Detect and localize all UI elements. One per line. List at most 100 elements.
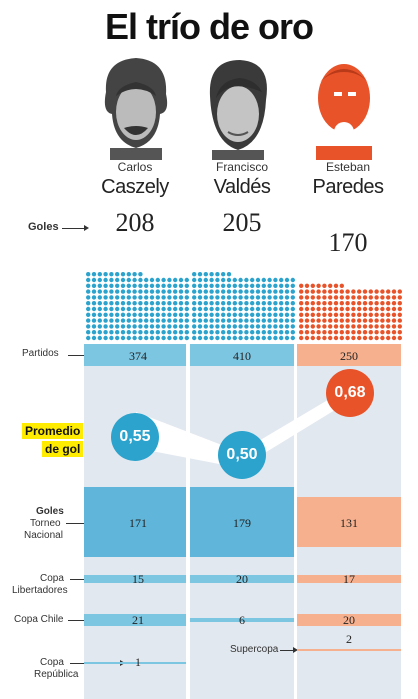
goal-dot [221,306,226,312]
player-last-name: Paredes [312,176,385,198]
goal-dot [250,318,255,323]
goal-dot [203,283,208,288]
goal-dot [132,301,137,306]
goal-dot [209,295,214,300]
goal-dot [115,318,120,323]
goal-dot [299,330,304,335]
goal-dot [386,330,391,335]
goal-dot [339,301,344,306]
goal-dot [209,277,214,283]
goal-dot [299,335,304,341]
goal-dot [279,283,284,288]
goal-dot [149,277,155,283]
goal-dot [391,335,397,341]
goal-dot [368,306,373,312]
goal-dot [178,330,184,335]
goal-dot [109,312,114,317]
goal-dot [250,283,255,288]
goal-dot [299,318,304,323]
goal-dot [155,312,160,317]
libertadores-bar-caszely [84,575,186,583]
goal-dot [161,306,166,312]
goal-dot [279,301,284,306]
goal-dot [310,295,315,300]
goal-dot [284,306,290,312]
goal-dot [316,289,321,294]
goal-dot [203,324,208,329]
goal-dot [86,324,91,329]
goal-dot [115,312,120,317]
goal-dot [197,312,203,317]
promedio-bubble-valdes: 0,50 [218,431,266,479]
torneo-label-line1: Goles [36,506,64,517]
goal-dot [115,289,120,294]
goal-dot [97,312,102,317]
goal-dot [209,306,214,312]
goal-dot [120,301,126,306]
goal-dot [304,335,310,341]
partidos-bar-valdes [190,344,294,366]
goal-dot [322,330,327,335]
goal-dot [357,312,362,317]
goal-dot [397,335,402,341]
goal-dot [316,295,321,300]
goal-dot [197,330,203,335]
goal-dot [322,318,327,323]
goal-dot [173,324,178,329]
goal-dot [368,335,373,341]
goal-dot [178,318,184,323]
goal-dot [351,295,356,300]
goal-dot [184,330,189,335]
goal-dot [255,306,261,312]
goal-dot [97,295,102,300]
goal-dot [215,306,220,312]
goal-dot [86,306,91,312]
goal-dot [221,318,226,323]
goal-dot [299,306,304,312]
goal-dot [97,318,102,323]
goal-dot [380,324,385,329]
goal-dot [368,301,373,306]
goal-dot [304,306,310,312]
goal-dot [109,289,114,294]
goal-dot [284,318,290,323]
goal-dot [132,318,137,323]
goal-dot [103,324,108,329]
goal-dot [304,330,310,335]
goal-dot [167,277,172,283]
goal-dot [273,318,278,323]
goal-dot [333,324,339,329]
goal-dot [91,318,97,323]
goal-dot [126,289,131,294]
goal-dot [103,277,108,283]
portrait-valdes [209,60,267,160]
goal-dot [167,283,172,288]
goal-dot [86,312,91,317]
goal-dot [215,335,220,341]
goal-dot [126,306,131,312]
goal-dot [86,335,91,341]
goal-dot [215,283,220,288]
goal-dot [250,312,255,317]
goal-dot [261,289,266,294]
copa-chile-bar-paredes [297,614,401,626]
goal-dot [299,295,304,300]
goal-dot [232,295,237,300]
goal-dot [397,306,402,312]
torneo-value: 131 [340,516,358,530]
supercopa-bar-paredes [297,649,401,651]
goal-dot [322,283,327,288]
goal-dot [328,330,333,335]
goal-dot [184,283,189,288]
goal-dot [267,283,272,288]
goal-dot [97,283,102,288]
goal-dot [397,295,402,300]
goal-dot [197,318,203,323]
goal-dot [244,295,249,300]
goal-dot [273,295,278,300]
goal-dot [267,318,272,323]
copa-republica-label-line2: República [34,669,79,680]
goal-dot [345,289,350,294]
goal-dot [255,324,261,329]
goal-dot [138,277,143,283]
